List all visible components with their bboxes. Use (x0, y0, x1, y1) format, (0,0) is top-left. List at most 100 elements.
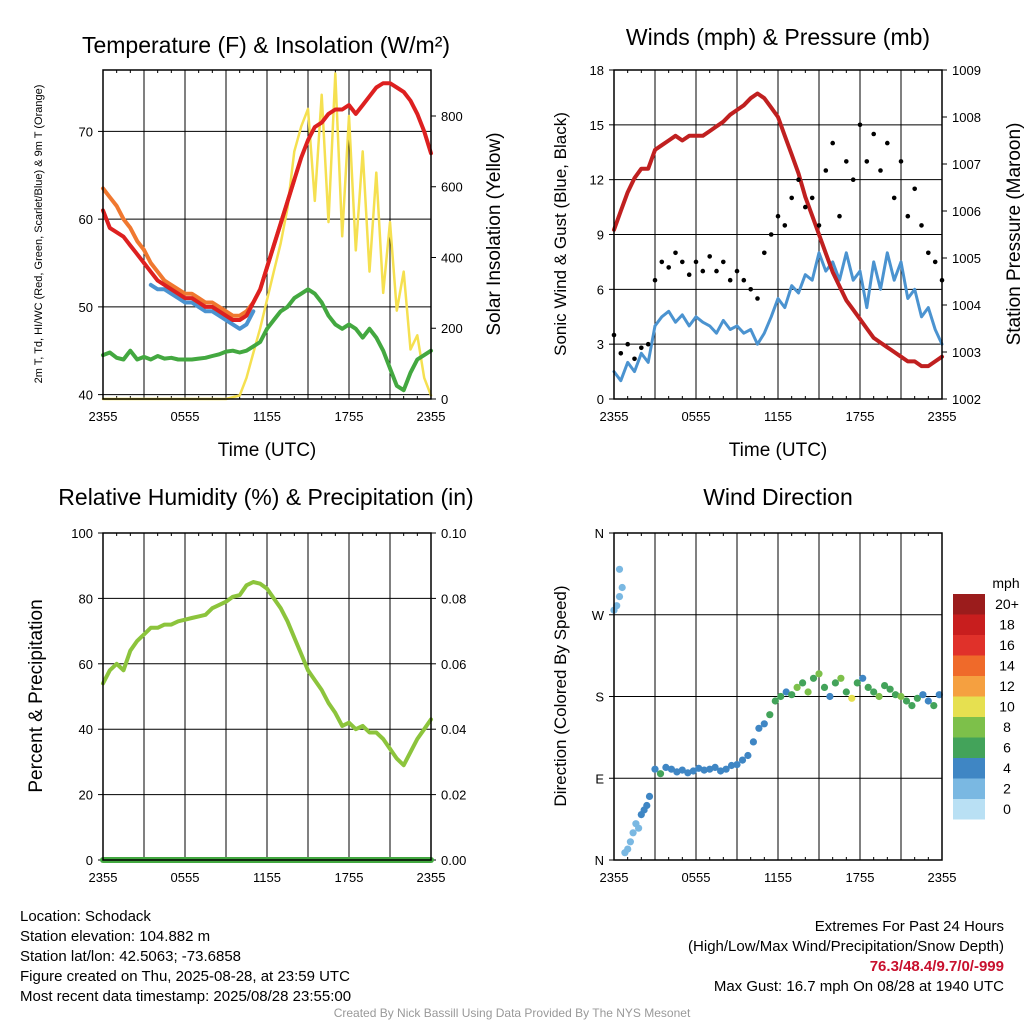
extremes-info: Extremes For Past 24 Hours (High/Low/Max… (688, 917, 1004, 997)
direction-point (809, 674, 818, 682)
extremes-title: Extremes For Past 24 Hours (814, 918, 1004, 935)
y2-tick-label: 600 (441, 180, 463, 195)
y-tick-label: N (595, 853, 604, 868)
y-tick-label: 60 (79, 657, 93, 672)
y-tick-label: W (592, 608, 605, 623)
direction-point (886, 685, 894, 693)
direction-point (629, 829, 637, 837)
legend-label: 12 (999, 678, 1015, 694)
gust-point (782, 223, 788, 228)
direction-point (788, 691, 796, 699)
direction-point (815, 670, 823, 678)
direction-point (689, 767, 697, 775)
y-tick-label: 80 (79, 591, 93, 606)
legend-label: 0 (1003, 801, 1011, 817)
legend-swatch (953, 614, 985, 635)
gust-point (652, 277, 658, 283)
direction-point (613, 602, 621, 610)
x-tick-label: 2355 (600, 409, 629, 424)
y2-tick-label: 400 (441, 250, 463, 265)
direction-point (717, 767, 725, 775)
gust-point (762, 250, 767, 256)
y-axis-label: Sonic Wind & Gust (Blue, Black) (551, 112, 570, 356)
y2-tick-label: 1009 (952, 63, 981, 78)
gust-point (803, 204, 808, 210)
y2-tick-label: 800 (441, 109, 463, 124)
gust-point (912, 186, 917, 192)
y2-tick-label: 0.00 (441, 853, 466, 868)
gust-point (666, 265, 671, 270)
direction-point (897, 692, 905, 701)
gust-point (919, 223, 924, 228)
gust-point (885, 140, 890, 146)
y-tick-label: 50 (79, 300, 93, 315)
x-tick-label: 1155 (253, 870, 281, 885)
plot-border (102, 69, 432, 400)
y-tick-label: 9 (597, 228, 604, 243)
direction-point (891, 691, 900, 699)
direction-point (749, 738, 758, 746)
direction-point (902, 697, 911, 705)
x-axis-label: Time (UTC) (218, 440, 317, 461)
y2-tick-label: 1008 (952, 110, 981, 125)
series-line-wind (612, 251, 944, 383)
station-info: Location: Schodack Station elevation: 10… (20, 907, 351, 1007)
credit-text: Created By Nick Bassill Using Data Provi… (333, 1006, 691, 1020)
gust-point (809, 195, 815, 201)
x-tick-label: 1155 (764, 409, 792, 424)
direction-point (651, 765, 659, 773)
direction-point (864, 683, 872, 692)
gust-point (905, 213, 911, 219)
x-tick-label: 2355 (600, 870, 629, 885)
direction-point (908, 702, 916, 710)
x-tick-label: 2355 (89, 870, 118, 885)
y2-axis-label: Station Pressure (Maroon) (1004, 123, 1024, 346)
legend-label: 14 (999, 658, 1015, 674)
gust-point (775, 213, 781, 219)
gust-point (830, 140, 835, 146)
direction-point (727, 761, 736, 770)
direction-point (799, 679, 807, 687)
gust-point (727, 277, 733, 283)
legend-label: 20+ (995, 596, 1019, 612)
direction-point (760, 720, 768, 728)
direction-point (695, 764, 703, 772)
legend-swatch (953, 696, 985, 717)
legend-swatch (953, 594, 985, 615)
x-tick-label: 0555 (682, 409, 711, 424)
series-line-windchill (148, 282, 256, 331)
direction-point (842, 688, 850, 696)
y2-tick-label: 1004 (952, 298, 981, 313)
plot-border (102, 532, 432, 861)
gust-point (680, 259, 685, 265)
gust-point (686, 272, 692, 278)
y-tick-label: 60 (79, 212, 93, 227)
gust-point (926, 250, 931, 256)
plot-border (613, 69, 943, 400)
y-axis-label: Percent & Precipitation (26, 599, 47, 792)
direction-point (678, 766, 686, 774)
y2-tick-label: 1003 (952, 345, 981, 360)
direction-point (755, 724, 763, 732)
x-tick-label: 1155 (764, 870, 792, 885)
gust-point (721, 259, 726, 265)
legend-swatch (953, 778, 985, 799)
gust-point (837, 213, 842, 219)
plot-border (613, 532, 943, 861)
y-tick-label: N (595, 526, 604, 541)
series-line-pressure (612, 91, 944, 369)
y2-tick-label: 1007 (952, 157, 981, 172)
x-tick-label: 1755 (335, 870, 364, 885)
x-tick-label: 1755 (846, 409, 875, 424)
direction-point (738, 756, 747, 764)
y2-tick-label: 0.02 (441, 788, 466, 803)
direction-point (853, 679, 861, 687)
x-tick-label: 2355 (89, 409, 118, 424)
gust-point (768, 232, 774, 237)
y-tick-label: 15 (590, 118, 604, 133)
legend-swatch (953, 758, 985, 779)
x-tick-label: 1755 (335, 409, 364, 424)
direction-point (615, 565, 624, 573)
direction-point (913, 694, 922, 702)
direction-point (924, 697, 932, 705)
